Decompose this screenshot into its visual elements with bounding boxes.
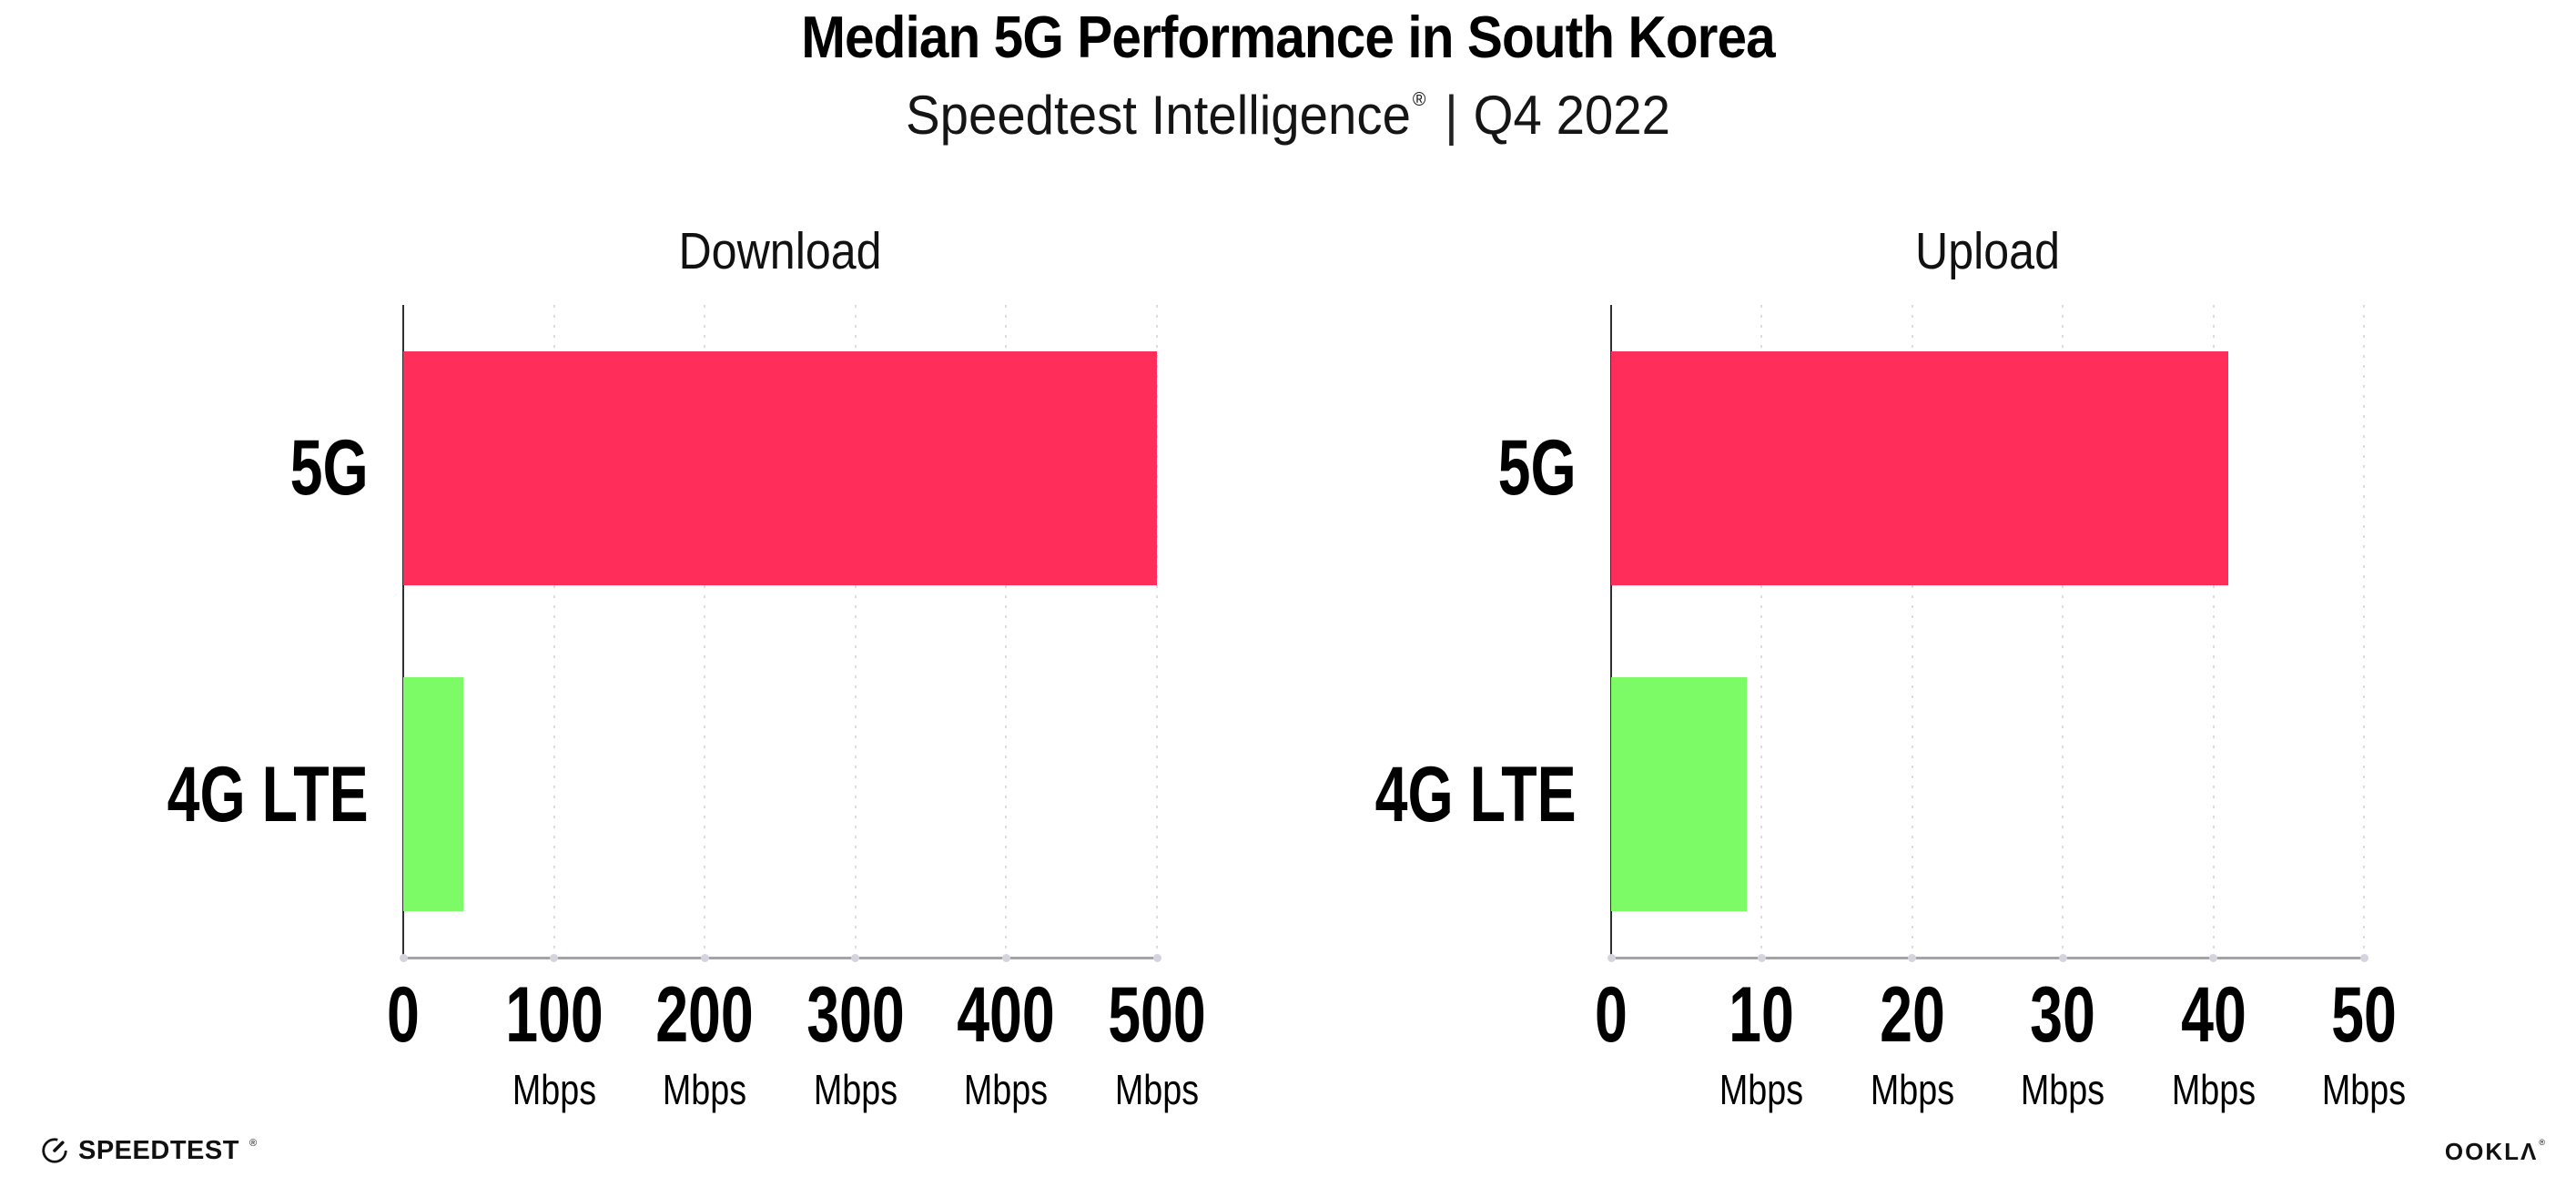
x-tick-unit-200: Mbps (663, 1066, 747, 1113)
axis-tick-dot-30 (2058, 954, 2067, 962)
x-tick-unit-50: Mbps (2321, 1066, 2407, 1113)
x-tick-label-200: 200 (655, 971, 754, 1059)
gridline-30 (2062, 305, 2064, 958)
x-tick-label-500: 500 (1108, 971, 1206, 1059)
axis-tick-dot-400 (1001, 954, 1010, 962)
download-chart: Download 0 100 Mbps 200 Mbps 300 Mbps 400 Mbps 50… (167, 0, 1206, 1197)
download-plot-area: 0 100 Mbps 200 Mbps 300 Mbps 400 Mbps 500 Mbps 5G 4G… (167, 305, 1206, 1111)
gridline-100 (553, 305, 555, 958)
x-tick-unit-10: Mbps (1719, 1066, 1804, 1113)
x-tick-label-0: 0 (1595, 971, 1628, 1059)
category-label-5g: 5G (289, 424, 369, 512)
axis-tick-dot-50 (2359, 954, 2368, 962)
gridline-50 (2363, 305, 2365, 958)
axis-tick-dot-500 (1152, 954, 1161, 962)
x-tick-label-10: 10 (1729, 971, 1795, 1059)
x-tick-unit-500: Mbps (1114, 1066, 1200, 1113)
gridline-300 (854, 305, 857, 958)
upload-chart: Upload 0 10 Mbps 20 Mbps 30 Mbps 40 Mbps 50 Mbps 5G… (1375, 0, 2406, 1197)
x-tick-unit-30: Mbps (2021, 1066, 2105, 1113)
ookla-registered-mark: ® (2539, 1138, 2545, 1147)
category-label-4g-lte: 4G LTE (1374, 750, 1577, 838)
x-tick-unit-40: Mbps (2171, 1066, 2256, 1113)
bar-5g (1611, 350, 2229, 585)
axis-tick-dot-100 (550, 954, 559, 962)
gridline-400 (1005, 305, 1008, 958)
x-tick-label-0: 0 (387, 971, 420, 1059)
axis-tick-dot-300 (851, 954, 860, 962)
y-axis-line (1610, 305, 1612, 958)
gridline-200 (704, 305, 706, 958)
y-axis-line (402, 305, 404, 958)
bar-4g-lte (1611, 677, 1747, 912)
subtitle-period: Q4 2022 (1473, 85, 1671, 146)
chart-title-download: Download (678, 222, 882, 280)
x-tick-label-40: 40 (2180, 971, 2246, 1059)
gridline-10 (1760, 305, 1763, 958)
gridline-500 (1156, 305, 1158, 958)
axis-tick-dot-10 (1757, 954, 1766, 962)
gridline-40 (2212, 305, 2215, 958)
x-tick-label-30: 30 (2030, 971, 2096, 1059)
ookla-logo: OOKL Λ ® (2445, 1138, 2545, 1163)
ookla-letters: OOKL (2444, 1138, 2521, 1165)
axis-tick-dot-0 (1607, 954, 1616, 962)
axis-tick-dot-0 (399, 954, 408, 962)
gridline-20 (1911, 305, 1913, 958)
axis-tick-dot-200 (700, 954, 709, 962)
bar-4g-lte (403, 677, 464, 912)
speedtest-wordmark: SPEEDTEST (78, 1135, 239, 1165)
category-label-5g: 5G (1497, 424, 1577, 512)
ookla-wordmark: OOKL Λ (2445, 1140, 2538, 1163)
x-tick-unit-300: Mbps (813, 1066, 898, 1113)
registered-mark: ® (1412, 89, 1426, 110)
chart-title-upload: Upload (1915, 222, 2060, 280)
speedtest-logo: SPEEDTEST ® (40, 1135, 258, 1165)
page-title: Median 5G Performance in South Korea (801, 4, 1775, 70)
x-tick-label-20: 20 (1879, 971, 1945, 1059)
page-subtitle: Speedtest Intelligence® | Q4 2022 (77, 88, 2499, 143)
speedtest-registered-mark: ® (248, 1138, 258, 1149)
x-tick-label-100: 100 (504, 971, 603, 1059)
x-tick-label-300: 300 (806, 971, 905, 1059)
x-axis-line (1610, 957, 2364, 959)
x-tick-unit-100: Mbps (512, 1066, 596, 1113)
subtitle-brand: Speedtest Intelligence (905, 85, 1411, 146)
upload-plot-area: 0 10 Mbps 20 Mbps 30 Mbps 40 Mbps 50 Mbps 5G 4G LTE (1375, 305, 2406, 1111)
x-tick-unit-400: Mbps (964, 1066, 1049, 1113)
x-tick-unit-20: Mbps (1870, 1066, 1954, 1113)
bar-5g (403, 350, 1157, 585)
speedtest-gauge-icon (40, 1136, 69, 1165)
axis-tick-dot-20 (1908, 954, 1917, 962)
x-axis-line (402, 957, 1157, 959)
x-tick-label-400: 400 (957, 971, 1056, 1059)
x-tick-label-50: 50 (2331, 971, 2397, 1059)
category-label-4g-lte: 4G LTE (167, 750, 369, 838)
subtitle-divider: | (1445, 85, 1458, 146)
axis-tick-dot-40 (2209, 954, 2218, 962)
ookla-lambda: Λ (2520, 1138, 2539, 1165)
